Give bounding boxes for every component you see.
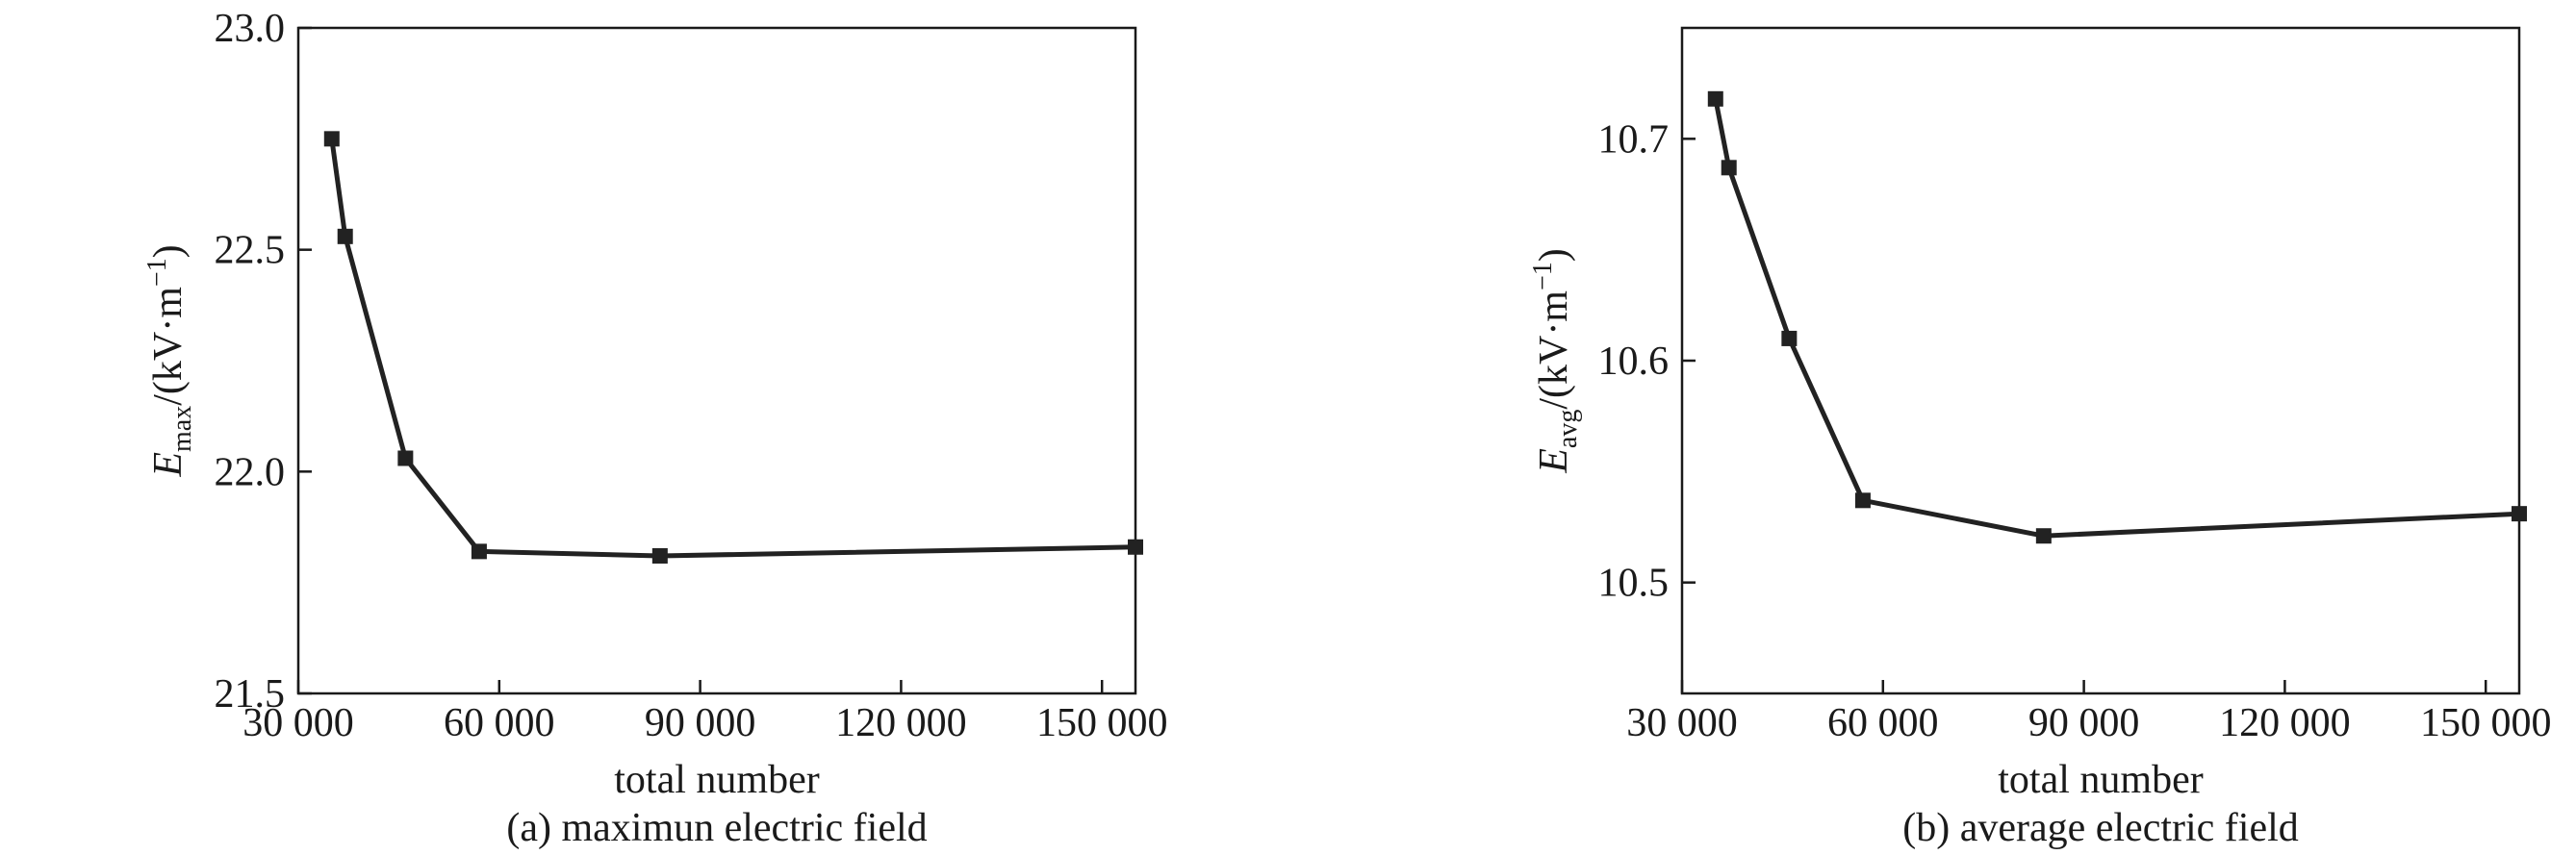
x-tick-label-b-4: 150 000 bbox=[2420, 701, 2552, 745]
data-point-a-5 bbox=[1128, 539, 1143, 555]
chart-panel-a: 30 000 60 000 90 000 120 000 150 000 21.5 22.… bbox=[142, 7, 1167, 850]
x-tick-label-b-0: 30 000 bbox=[1626, 701, 1738, 745]
y-axis-label-subscript-b: avg bbox=[1553, 410, 1583, 448]
y-axis-label-subscript-a: max bbox=[167, 406, 197, 452]
data-point-a-4 bbox=[651, 547, 668, 564]
data-point-a-2 bbox=[397, 450, 414, 466]
data-point-a-1 bbox=[337, 228, 353, 244]
y-axis-label-close-a: ) bbox=[146, 244, 191, 258]
y-axis-a: 21.5 22.0 22.5 23.0 bbox=[215, 7, 312, 717]
series-line-a bbox=[329, 138, 1136, 559]
y-axis-b: 10.5 10.6 10.7 bbox=[1598, 117, 1696, 606]
y-axis-label-exp-b: −1 bbox=[1528, 262, 1558, 290]
plot-frame-b bbox=[1680, 26, 2521, 695]
y-tick-label-a-0: 21.5 bbox=[215, 672, 286, 717]
series-a bbox=[323, 131, 1143, 564]
caption-a: (a) maximun electric field bbox=[506, 806, 927, 850]
data-point-b-5 bbox=[2512, 506, 2527, 522]
x-tick-label-b-3: 120 000 bbox=[2219, 701, 2351, 745]
x-tick-label-b-2: 90 000 bbox=[2028, 701, 2140, 745]
y-tick-label-a-3: 23.0 bbox=[215, 7, 286, 51]
y-axis-label-symbol-a: E bbox=[146, 452, 191, 478]
y-tick-label-b-2: 10.7 bbox=[1598, 117, 1670, 162]
y-axis-label-unit-b: /(kV·m bbox=[1532, 290, 1576, 410]
data-point-b-1 bbox=[1721, 160, 1737, 176]
data-point-b-0 bbox=[1707, 90, 1723, 107]
x-axis-label-b: total number bbox=[1998, 758, 2203, 802]
x-tick-label-a-2: 90 000 bbox=[645, 701, 756, 745]
series-line-b bbox=[1713, 98, 2520, 539]
data-point-b-4 bbox=[2035, 528, 2052, 544]
y-axis-label-exp-a: −1 bbox=[142, 258, 172, 287]
plot-frame-a bbox=[296, 26, 1137, 695]
y-axis-label-b: Eavg/(kV·m−1) bbox=[1528, 248, 1583, 474]
x-tick-label-b-1: 60 000 bbox=[1827, 701, 1939, 745]
caption-b: (b) average electric field bbox=[1902, 806, 2299, 850]
y-tick-label-b-1: 10.6 bbox=[1598, 339, 1670, 384]
x-tick-label-a-3: 120 000 bbox=[835, 701, 967, 745]
data-point-a-0 bbox=[323, 131, 340, 147]
x-tick-label-a-0: 30 000 bbox=[242, 701, 354, 745]
series-b bbox=[1707, 90, 2527, 544]
x-tick-label-a-4: 150 000 bbox=[1036, 701, 1168, 745]
y-axis-label-unit-a: /(kV·m bbox=[146, 287, 191, 406]
y-tick-label-a-1: 22.0 bbox=[215, 450, 286, 494]
x-tick-label-a-1: 60 000 bbox=[444, 701, 555, 745]
data-point-a-3 bbox=[471, 543, 487, 560]
y-axis-label-symbol-b: E bbox=[1532, 448, 1576, 474]
y-tick-label-a-2: 22.5 bbox=[215, 229, 286, 273]
x-axis-label-a: total number bbox=[614, 758, 819, 802]
x-axis-a: 30 000 60 000 90 000 120 000 150 000 bbox=[242, 680, 1167, 745]
data-point-b-3 bbox=[1854, 492, 1871, 509]
y-tick-label-b-0: 10.5 bbox=[1598, 562, 1670, 606]
y-axis-label-a: Emax/(kV·m−1) bbox=[142, 244, 197, 477]
y-axis-label-close-b: ) bbox=[1532, 248, 1576, 262]
x-axis-b: 30 000 60 000 90 000 120 000 150 000 bbox=[1626, 680, 2551, 745]
data-point-b-2 bbox=[1781, 330, 1798, 346]
chart-panel-b: 30 000 60 000 90 000 120 000 150 000 10.510.… bbox=[1528, 26, 2551, 850]
